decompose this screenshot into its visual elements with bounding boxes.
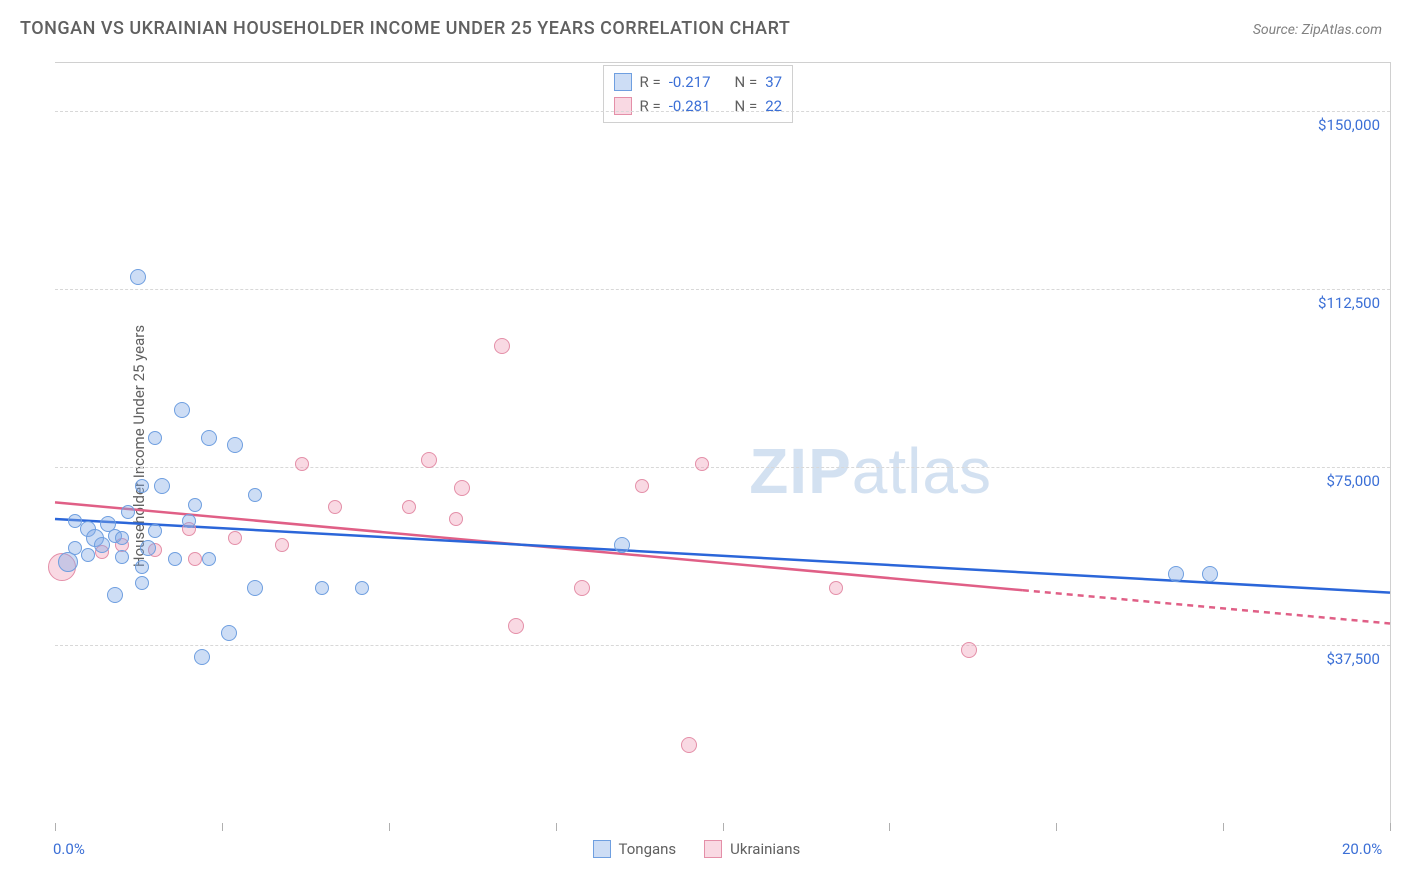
scatter-point-series2 [421,452,437,468]
watermark: ZIPatlas [749,434,992,508]
gridline [55,111,1390,112]
scatter-point-series1 [355,581,369,595]
scatter-point-series1 [154,478,170,494]
scatter-point-series1 [115,531,129,545]
swatch-series1 [614,73,632,91]
scatter-point-series2 [228,531,242,545]
scatter-point-series1 [614,537,630,553]
y-tick-label: $75,000 [1326,472,1380,490]
scatter-point-series1 [135,560,149,574]
x-tick [389,823,390,831]
scatter-point-series2 [188,552,202,566]
source-attribution: Source: ZipAtlas.com [1253,22,1382,38]
scatter-point-series2 [681,737,697,753]
scatter-point-series1 [194,649,210,665]
watermark-rest: atlas [852,435,992,507]
scatter-point-series2 [295,457,309,471]
x-axis-max-label: 20.0% [1342,840,1382,858]
stats-r-label-2: R = [640,94,661,118]
scatter-point-series1 [174,402,190,418]
scatter-point-series1 [1202,566,1218,582]
stats-box: R = -0.217 N = 37 R = -0.281 N = 22 [603,65,794,123]
scatter-point-series1 [94,537,110,553]
stats-r-label-1: R = [640,70,661,94]
scatter-point-series2 [829,581,843,595]
legend-swatch-series2 [704,840,722,858]
x-tick [1390,823,1391,831]
legend-item-series1: Tongans [593,840,677,858]
scatter-point-series1 [315,581,329,595]
scatter-point-series1 [247,580,263,596]
scatter-point-series2 [454,480,470,496]
scatter-point-series1 [168,552,182,566]
legend-label-series2: Ukrainians [730,840,800,858]
x-tick [1056,823,1057,831]
scatter-point-series2 [961,642,977,658]
chart-title: TONGAN VS UKRAINIAN HOUSEHOLDER INCOME U… [20,18,790,39]
scatter-point-series1 [115,550,129,564]
legend-swatch-series1 [593,840,611,858]
stats-n-value-2: 22 [765,94,782,118]
stats-n-label-1: N = [735,70,758,94]
gridline [55,645,1390,646]
stats-r-value-1: -0.217 [669,70,711,94]
legend-item-series2: Ukrainians [704,840,800,858]
scatter-point-series2 [695,457,709,471]
scatter-point-series2 [275,538,289,552]
x-tick [222,823,223,831]
scatter-point-series1 [202,552,216,566]
plot-area: ZIPatlas R = -0.217 N = 37 R = -0.281 N … [55,62,1391,823]
stats-n-label-2: N = [735,94,758,118]
y-tick-label: $37,500 [1326,650,1380,668]
scatter-point-series1 [107,587,123,603]
stats-row-series1: R = -0.217 N = 37 [614,70,783,94]
watermark-bold: ZIP [749,435,852,507]
scatter-point-series1 [201,430,217,446]
scatter-point-series1 [135,576,149,590]
x-tick [55,823,56,831]
stats-r-value-2: -0.281 [669,94,711,118]
scatter-point-series2 [574,580,590,596]
scatter-point-series1 [130,269,146,285]
x-tick [1223,823,1224,831]
scatter-point-series1 [148,524,162,538]
scatter-point-series1 [135,479,149,493]
scatter-point-series1 [148,431,162,445]
x-tick [889,823,890,831]
y-tick-label: $150,000 [1318,116,1380,134]
x-tick [556,823,557,831]
scatter-point-series1 [248,488,262,502]
legend-label-series1: Tongans [619,840,677,858]
scatter-point-series2 [328,500,342,514]
y-tick-label: $112,500 [1318,294,1380,312]
trendlines [55,63,1390,823]
scatter-point-series1 [140,540,156,556]
scatter-point-series2 [449,512,463,526]
gridline [55,467,1390,468]
stats-row-series2: R = -0.281 N = 22 [614,94,783,118]
legend: Tongans Ukrainians [593,840,801,858]
x-tick [723,823,724,831]
swatch-series2 [614,97,632,115]
scatter-point-series1 [1168,566,1184,582]
x-axis-min-label: 0.0% [53,840,85,858]
scatter-point-series1 [188,498,202,512]
gridline [55,289,1390,290]
scatter-point-series2 [635,479,649,493]
scatter-point-series1 [182,514,196,528]
scatter-point-series2 [508,618,524,634]
scatter-point-series1 [221,625,237,641]
scatter-point-series1 [227,437,243,453]
scatter-point-series1 [58,552,78,572]
stats-n-value-1: 37 [765,70,782,94]
scatter-point-series2 [494,338,510,354]
scatter-point-series1 [121,505,135,519]
scatter-point-series2 [402,500,416,514]
scatter-point-series1 [81,548,95,562]
